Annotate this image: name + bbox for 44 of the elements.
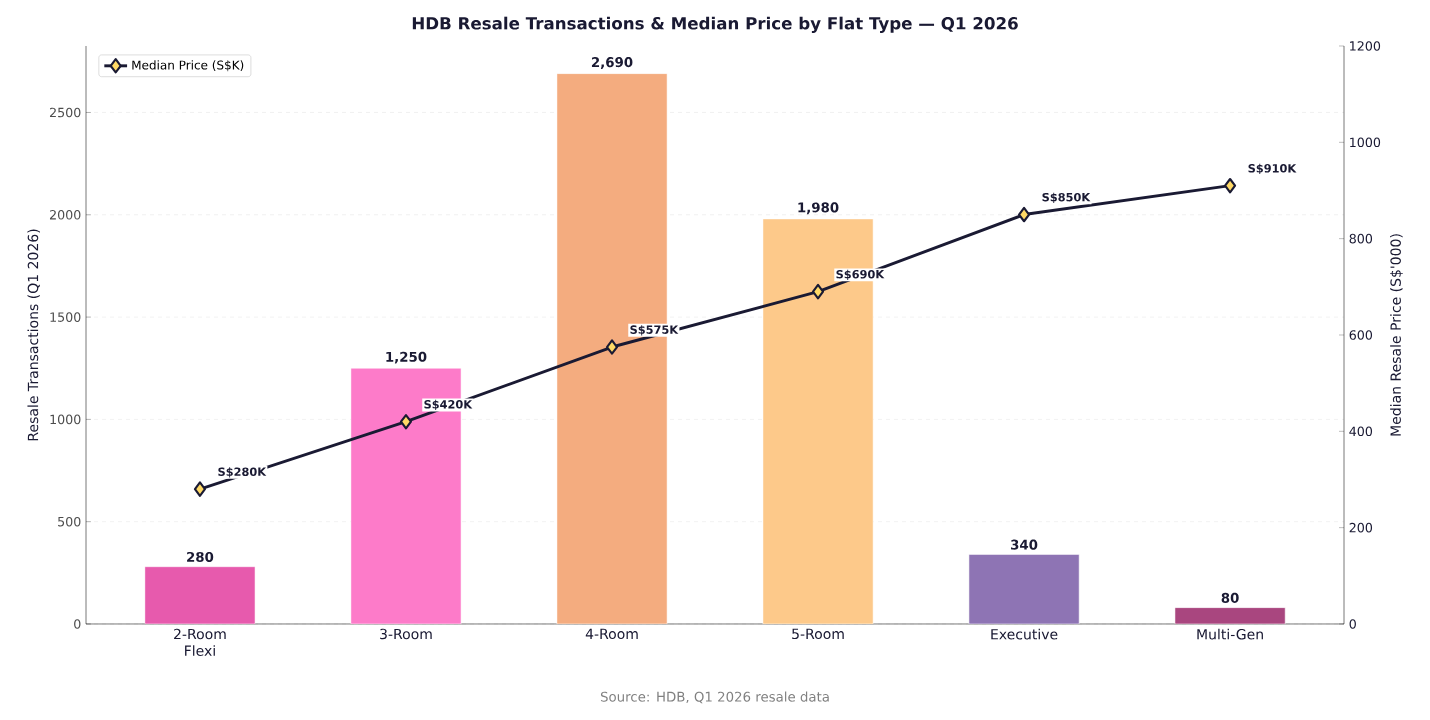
point: [399, 413, 413, 430]
y-tick-label: 500: [58, 516, 81, 527]
y2-tick-label: 0: [1349, 619, 1356, 629]
data-label: S$420K: [424, 399, 473, 411]
y2-tick-label: 800: [1349, 233, 1373, 244]
data-label: 2,690: [591, 57, 633, 69]
x-tick-label: Multi-Gen: [1197, 628, 1263, 640]
y2-tick-label: 1200: [1350, 41, 1381, 51]
y2-axis-title: Median Resale Price (S$'000): [1390, 234, 1403, 436]
point: [1017, 206, 1031, 223]
y2-tick-label: 1000: [1350, 137, 1381, 148]
legend-label: Median Price (S$K): [132, 60, 244, 72]
y-tick-label: 1000: [50, 414, 81, 425]
data-label: 1,250: [386, 351, 427, 364]
source-note: Source: HDB, Q1 2026 resale data: [600, 691, 829, 704]
data-label: S$690K: [836, 269, 885, 281]
data-label: 80: [1221, 592, 1239, 603]
data-label: S$280K: [218, 467, 267, 478]
data-label: 340: [1011, 539, 1038, 550]
y2-tick-label: 600: [1349, 330, 1373, 340]
data-label: S$575K: [630, 325, 679, 336]
point: [811, 283, 825, 300]
y-tick-label: 1500: [50, 312, 81, 322]
data-label: S$850K: [1042, 192, 1091, 203]
x-tick-label: 2-Room Flexi: [174, 628, 226, 656]
point: [605, 339, 619, 355]
y2-tick-label: 400: [1349, 426, 1373, 437]
x-tick-label: 5-Room: [792, 628, 844, 640]
data-label: S$910K: [1248, 163, 1297, 175]
point: [193, 481, 207, 497]
point: [1224, 177, 1237, 194]
y-tick-label: 0: [74, 619, 81, 629]
bar: [144, 566, 256, 624]
chart-title: HDB Resale Transactions & Median Price by Flat Type — Q1 2026: [412, 16, 1018, 33]
data-label: 1,980: [798, 202, 839, 215]
data-label: 280: [187, 551, 214, 562]
bar: [968, 554, 1080, 624]
x-tick-label: 3-Room: [380, 628, 432, 640]
x-tick-label: 4-Room: [585, 628, 638, 640]
x-tick-label: Executive: [991, 628, 1058, 640]
y-axis-title: Resale Transactions (Q1 2026): [27, 229, 40, 441]
y2-tick-label: 200: [1349, 522, 1373, 533]
y-tick-label: 2000: [49, 209, 81, 220]
y-tick-label: 2500: [49, 107, 81, 118]
